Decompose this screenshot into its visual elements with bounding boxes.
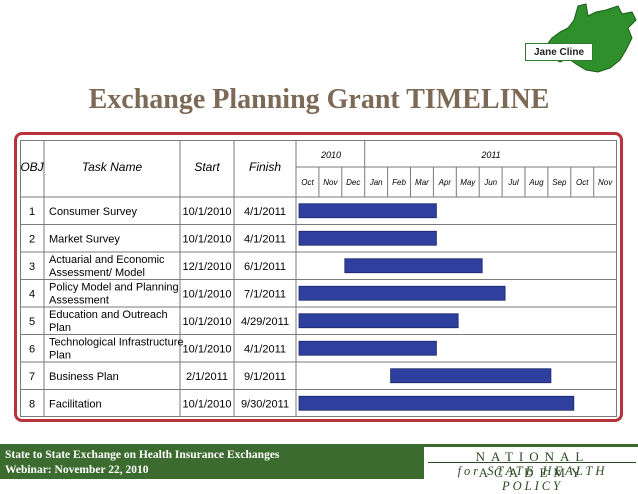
gantt-bar: [298, 285, 506, 301]
finish-cell: 9/30/2011: [241, 398, 289, 410]
obj-cell: 3: [29, 261, 35, 273]
nashp-logo-line-2: for STATE HEALTH POLICY: [457, 464, 608, 493]
start-cell: 10/1/2010: [183, 316, 232, 328]
obj-cell: 7: [29, 371, 35, 383]
footer-line-1: State to State Exchange on Health Insura…: [5, 449, 280, 461]
month-label: Nov: [323, 178, 338, 187]
obj-cell: 8: [29, 398, 35, 410]
footer-rule: [424, 444, 638, 479]
gantt-bar: [344, 258, 483, 274]
table-row: 2 Market Survey 10/1/2010 4/1/2011: [29, 230, 437, 246]
start-cell: 10/1/2010: [183, 343, 232, 355]
month-label: Jan: [369, 178, 383, 187]
speaker-label: Jane Cline: [525, 43, 593, 61]
task-name-cell: Assessment: [49, 294, 109, 306]
month-label: Oct: [576, 178, 589, 187]
gantt-bar: [298, 340, 437, 356]
task-name-cell: Facilitation: [49, 398, 102, 410]
month-label: Mar: [415, 178, 429, 187]
finish-cell: 4/1/2011: [244, 206, 286, 218]
footer-event: State to State Exchange on Health Insura…: [0, 444, 424, 479]
finish-cell: 6/1/2011: [244, 261, 286, 273]
month-label: Dec: [346, 178, 360, 187]
month-label: May: [460, 178, 476, 187]
year-2011: 2011: [480, 150, 500, 160]
task-name-cell: Assessment/ Model: [49, 267, 145, 279]
table-row: 7 Business Plan 2/1/2011 9/1/2011: [29, 368, 552, 384]
start-cell: 10/1/2010: [183, 233, 232, 245]
start-cell: 12/1/2010: [183, 261, 232, 273]
obj-cell: 5: [29, 316, 35, 328]
task-name-cell: Policy Model and Planning: [49, 281, 179, 293]
gantt-bar: [298, 230, 437, 246]
finish-cell: 4/29/2011: [241, 316, 289, 328]
gantt-bar: [390, 368, 552, 384]
month-label: Jul: [507, 178, 518, 187]
gantt-table: OBJ Task Name Start Finish 2010 2011 Oct…: [20, 140, 617, 417]
footer: State to State Exchange on Health Insura…: [0, 444, 638, 479]
task-name-cell: Plan: [49, 322, 71, 334]
task-name-cell: Market Survey: [49, 233, 120, 245]
finish-cell: 4/1/2011: [244, 233, 286, 245]
start-cell: 10/1/2010: [183, 206, 232, 218]
month-label: Oct: [301, 178, 314, 187]
month-label: Jun: [483, 178, 497, 187]
header-start: Start: [194, 160, 220, 174]
footer-line-2: Webinar: November 22, 2010: [5, 464, 149, 476]
obj-cell: 2: [29, 233, 35, 245]
header-finish: Finish: [249, 160, 281, 174]
start-cell: 10/1/2010: [183, 398, 232, 410]
month-label: Feb: [392, 178, 406, 187]
month-label: Nov: [598, 178, 613, 187]
task-name-cell: Business Plan: [49, 371, 119, 383]
obj-cell: 6: [29, 343, 35, 355]
gantt-bar: [298, 203, 437, 219]
gantt-bar: [298, 313, 459, 329]
task-name-cell: Actuarial and Economic: [49, 254, 165, 266]
month-label: Aug: [528, 178, 544, 187]
header-obj: OBJ: [20, 160, 44, 174]
gantt-bar: [298, 395, 575, 411]
nashp-logo-divider: [428, 462, 636, 463]
slide-title: Exchange Planning Grant TIMELINE: [88, 84, 550, 115]
finish-cell: 7/1/2011: [244, 288, 286, 300]
header-task-name: Task Name: [82, 160, 143, 174]
start-cell: 2/1/2011: [186, 371, 228, 383]
task-name-cell: Technological Infrastructure: [49, 336, 184, 348]
task-name-cell: Education and Outreach: [49, 309, 168, 321]
table-row: 1 Consumer Survey 10/1/2010 4/1/2011: [29, 203, 437, 219]
nashp-logo-line-1: NATIONAL ACADEMY: [475, 449, 590, 480]
start-cell: 10/1/2010: [183, 288, 232, 300]
obj-cell: 1: [29, 206, 35, 218]
month-label: Sep: [552, 178, 567, 187]
west-virginia-map-icon: [545, 3, 637, 73]
task-name-cell: Consumer Survey: [49, 206, 138, 218]
table-row: 8 Facilitation 10/1/2010 9/30/2011: [29, 395, 575, 411]
task-name-cell: Plan: [49, 349, 71, 361]
finish-cell: 4/1/2011: [244, 343, 286, 355]
finish-cell: 9/1/2011: [244, 371, 286, 383]
year-2010: 2010: [320, 150, 341, 160]
obj-cell: 4: [29, 288, 35, 300]
month-label: Apr: [438, 178, 452, 187]
